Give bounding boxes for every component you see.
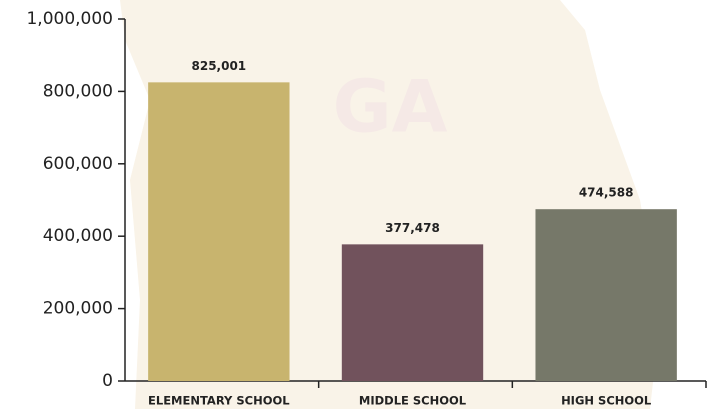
bar — [535, 209, 677, 381]
watermark: GA — [333, 65, 448, 149]
x-tick-label: HIGH SCHOOL — [561, 394, 652, 408]
y-tick-label: 200,000 — [43, 299, 113, 319]
value-label: 474,588 — [579, 186, 634, 200]
bar — [148, 82, 290, 381]
y-tick-label: 400,000 — [43, 226, 113, 246]
y-tick-label: 1,000,000 — [26, 9, 113, 29]
value-label: 825,001 — [192, 59, 247, 73]
x-tick-label: MIDDLE SCHOOL — [359, 394, 467, 408]
value-label: 377,478 — [385, 221, 440, 235]
y-tick-label: 600,000 — [43, 154, 113, 174]
x-tick-label: ELEMENTARY SCHOOL — [148, 394, 290, 408]
bar — [341, 244, 484, 381]
y-tick-label: 800,000 — [43, 81, 113, 101]
y-tick-label: 0 — [102, 371, 113, 391]
